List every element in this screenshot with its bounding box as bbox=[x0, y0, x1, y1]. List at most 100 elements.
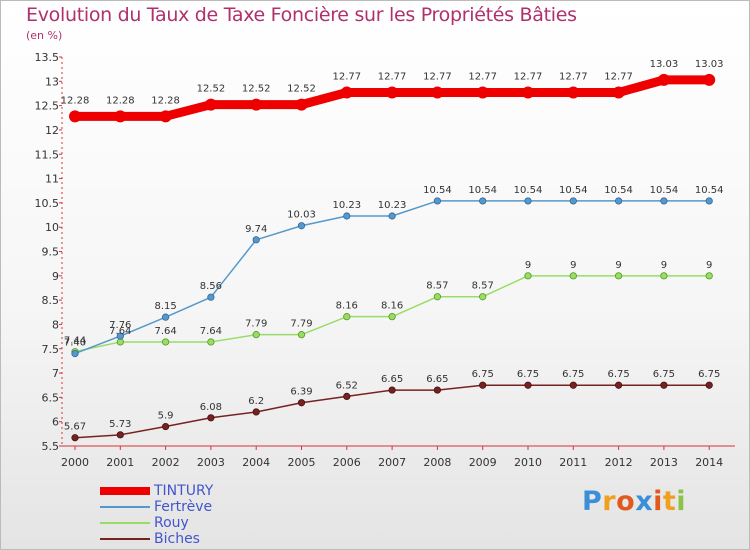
data-point bbox=[612, 86, 625, 99]
legend-item: TINTURY bbox=[100, 483, 300, 499]
data-label: 8.15 bbox=[154, 301, 176, 312]
y-tick-label: 6 bbox=[52, 416, 59, 429]
x-tick-label: 2000 bbox=[61, 456, 89, 469]
data-label: 9 bbox=[661, 260, 667, 271]
data-label: 5.67 bbox=[64, 422, 86, 433]
data-label: 12.77 bbox=[604, 71, 633, 82]
data-point bbox=[207, 293, 215, 301]
data-label: 12.52 bbox=[242, 84, 271, 95]
data-point bbox=[569, 272, 577, 280]
data-point bbox=[116, 332, 124, 340]
axes: 5.566.577.588.599.51010.51111.51212.5131… bbox=[35, 51, 735, 469]
data-point bbox=[479, 293, 487, 301]
data-label: 10.23 bbox=[378, 200, 407, 211]
x-tick-label: 2013 bbox=[650, 456, 678, 469]
logo-letter: t bbox=[662, 486, 677, 517]
data-point bbox=[388, 386, 396, 394]
data-label: 12.77 bbox=[423, 71, 452, 82]
data-point bbox=[524, 381, 532, 389]
data-label: 8.56 bbox=[200, 281, 222, 292]
data-label: 10.54 bbox=[695, 185, 724, 196]
data-point bbox=[569, 381, 577, 389]
y-tick-label: 10.5 bbox=[35, 197, 60, 210]
legend-swatch bbox=[100, 487, 150, 495]
data-point bbox=[343, 392, 351, 401]
data-point bbox=[295, 98, 308, 111]
data-label: 12.77 bbox=[514, 71, 543, 82]
data-label: 8.57 bbox=[472, 281, 494, 292]
y-tick-label: 12.5 bbox=[35, 100, 60, 113]
x-tick-label: 2007 bbox=[378, 456, 406, 469]
data-label: 9 bbox=[615, 260, 621, 271]
data-label: 10.54 bbox=[604, 185, 633, 196]
data-label: 7.79 bbox=[245, 319, 267, 330]
data-label: 8.16 bbox=[336, 301, 358, 312]
data-point bbox=[252, 236, 260, 244]
data-label: 10.54 bbox=[468, 185, 497, 196]
data-label: 7.76 bbox=[109, 320, 131, 331]
data-point bbox=[479, 197, 487, 205]
value-labels: 12.28 12.28 12.28 12.52 12.52 12.52 12.77 12.77… bbox=[61, 59, 724, 433]
data-label: 7.64 bbox=[154, 326, 176, 337]
data-label: 9.74 bbox=[245, 224, 267, 235]
logo-letter: x bbox=[635, 486, 654, 517]
legend-label: TINTURY bbox=[154, 483, 214, 499]
data-point bbox=[162, 338, 170, 346]
proxiti-logo: Proxiti bbox=[582, 486, 686, 517]
data-label: 10.54 bbox=[423, 185, 452, 196]
data-point bbox=[660, 381, 668, 389]
data-point bbox=[388, 313, 396, 321]
data-label: 5.9 bbox=[158, 411, 174, 422]
logo-letter: o bbox=[616, 486, 636, 517]
y-tick-label: 6.5 bbox=[42, 391, 60, 404]
data-label: 6.75 bbox=[562, 369, 584, 380]
legend-label: Rouy bbox=[154, 515, 189, 531]
y-tick-label: 13.5 bbox=[35, 51, 60, 64]
x-tick-label: 2005 bbox=[288, 456, 316, 469]
legend-item: Biches bbox=[100, 531, 300, 547]
data-label: 13.03 bbox=[650, 59, 679, 70]
data-label: 10.54 bbox=[559, 185, 588, 196]
data-point bbox=[207, 338, 215, 346]
x-tick-label: 2008 bbox=[423, 456, 451, 469]
data-point bbox=[71, 350, 79, 358]
data-label: 7.40 bbox=[64, 338, 86, 349]
x-tick-label: 2012 bbox=[605, 456, 633, 469]
data-point bbox=[340, 86, 353, 99]
data-point bbox=[433, 386, 441, 394]
x-tick-label: 2014 bbox=[695, 456, 723, 469]
legend-swatch bbox=[100, 522, 150, 524]
data-label: 6.75 bbox=[607, 369, 629, 380]
x-tick-label: 2009 bbox=[469, 456, 497, 469]
data-point bbox=[162, 313, 170, 321]
x-tick-label: 2011 bbox=[559, 456, 587, 469]
data-label: 5.73 bbox=[109, 419, 131, 430]
data-point bbox=[297, 331, 306, 339]
y-tick-label: 13 bbox=[45, 75, 59, 88]
data-label: 9 bbox=[706, 260, 712, 271]
x-tick-label: 2004 bbox=[242, 456, 270, 469]
data-label: 10.23 bbox=[332, 200, 361, 211]
data-point bbox=[252, 408, 260, 416]
data-point bbox=[614, 381, 623, 389]
x-tick-label: 2003 bbox=[197, 456, 225, 469]
data-label: 12.28 bbox=[151, 95, 180, 106]
data-point bbox=[433, 293, 441, 301]
x-tick-label: 2001 bbox=[106, 456, 134, 469]
data-point bbox=[705, 272, 713, 280]
data-label: 8.57 bbox=[426, 281, 448, 292]
logo-letter: i bbox=[653, 486, 663, 517]
y-tick-label: 8.5 bbox=[42, 294, 60, 307]
data-point bbox=[522, 86, 534, 99]
data-label: 12.77 bbox=[332, 71, 361, 82]
data-point bbox=[207, 414, 215, 422]
legend-item: Fertrève bbox=[100, 499, 300, 515]
data-label: 6.75 bbox=[698, 369, 720, 380]
data-label: 10.03 bbox=[287, 210, 316, 221]
data-point bbox=[431, 86, 444, 99]
data-point bbox=[433, 197, 441, 205]
data-label: 12.77 bbox=[468, 71, 497, 82]
data-point bbox=[476, 86, 489, 99]
series-layer bbox=[69, 73, 716, 442]
